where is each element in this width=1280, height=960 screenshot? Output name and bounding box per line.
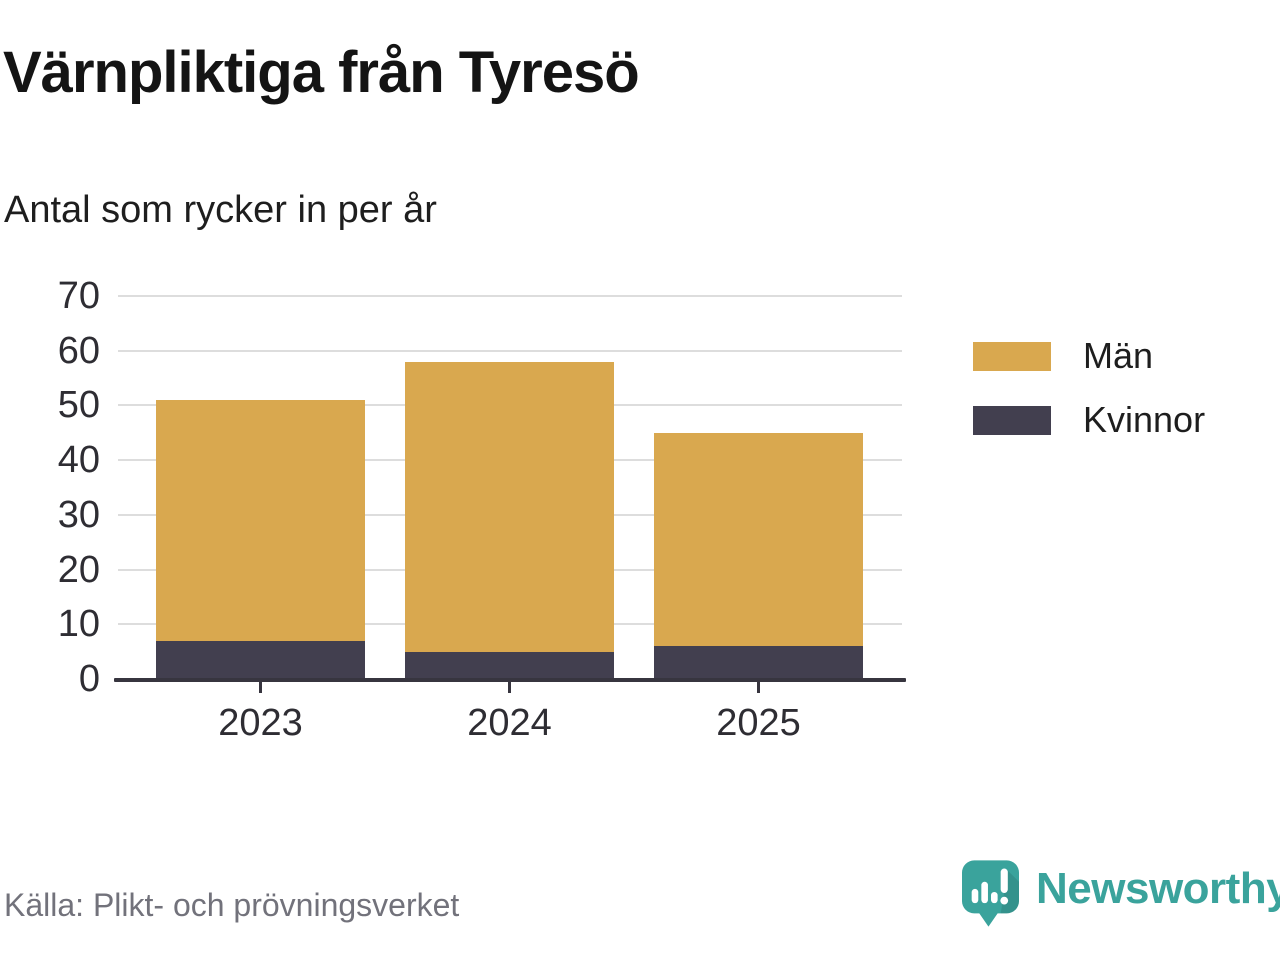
y-tick-label-40: 40 [57, 439, 100, 482]
source-text: Källa: Plikt- och prövningsverket [4, 887, 460, 923]
y-tick-label-60: 60 [57, 329, 100, 372]
y-axis: 0 10 20 30 40 50 60 70 [20, 277, 100, 698]
bar-2025-men [654, 432, 863, 647]
y-tick-label-50: 50 [57, 384, 100, 427]
plot-area [118, 295, 902, 679]
y-tick-label-70: 70 [57, 275, 100, 317]
legend-item-men: Män [973, 338, 1205, 374]
chart-title: Värnpliktiga från Tyresö [3, 40, 640, 105]
x-tick-label-2025: 2025 [716, 702, 801, 744]
bar-2023-men [156, 399, 365, 641]
y-tick-label-0: 0 [78, 658, 100, 700]
brand-logo: Newsworthy [962, 860, 1280, 928]
legend-label-men: Män [1083, 335, 1154, 376]
y-tick-label-30: 30 [57, 493, 100, 536]
bar-2025-women [654, 646, 863, 679]
legend-item-women: Kvinnor [973, 402, 1205, 438]
gridline-60 [118, 349, 902, 352]
y-tick-label-20: 20 [57, 548, 100, 591]
newsworthy-bubble-icon [962, 860, 1019, 927]
legend: Män Kvinnor [973, 338, 1205, 466]
brand-name: Newsworthy [1036, 864, 1280, 913]
x-tick-2023 [259, 682, 262, 693]
bar-2023-women [156, 640, 365, 679]
x-axis: 2023 2024 2025 [118, 682, 902, 760]
bar-2024-women [405, 651, 614, 679]
gridline-70 [118, 295, 902, 297]
bar-2024-men [405, 361, 614, 652]
y-tick-label-10: 10 [57, 603, 100, 646]
x-axis-line [114, 678, 906, 682]
legend-label-women: Kvinnor [1083, 399, 1206, 440]
legend-swatch-women [973, 405, 1051, 435]
x-tick-2024 [508, 682, 511, 693]
legend-swatch-men [973, 341, 1051, 371]
x-tick-2025 [757, 682, 760, 693]
x-tick-label-2023: 2023 [218, 702, 303, 744]
x-tick-label-2024: 2024 [467, 702, 552, 744]
chart-subtitle: Antal som rycker in per år [4, 189, 437, 231]
